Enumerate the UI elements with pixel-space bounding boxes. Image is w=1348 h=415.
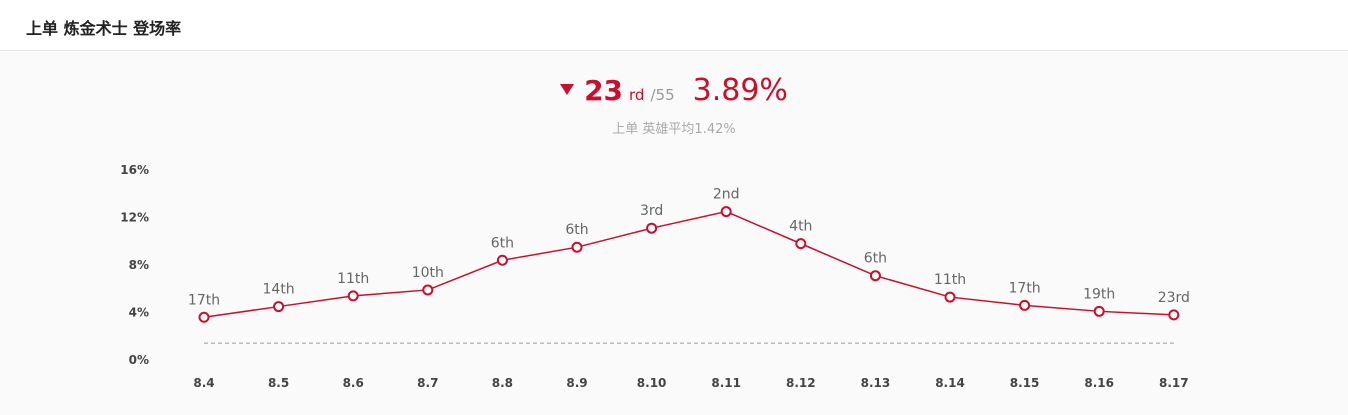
- page-title: 上单 炼金术士 登场率: [26, 19, 182, 38]
- x-tick-label: 8.15: [1010, 376, 1040, 390]
- data-point: [1093, 305, 1105, 317]
- rank-label: 4th: [789, 219, 812, 235]
- data-point: [869, 270, 881, 282]
- x-tick-label: 8.5: [268, 376, 289, 390]
- rank-label: 10th: [412, 265, 444, 281]
- data-point: [422, 284, 434, 296]
- rank-label: 23rd: [1158, 290, 1190, 306]
- page-header: 上单 炼金术士 登场率: [0, 0, 1348, 51]
- data-point: [347, 290, 359, 302]
- rank-label: 2nd: [713, 187, 740, 203]
- data-point: [1168, 309, 1180, 321]
- x-tick-label: 8.12: [786, 376, 816, 390]
- x-tick-label: 8.7: [417, 376, 438, 390]
- rank-label: 14th: [263, 282, 295, 298]
- y-tick-label: 4%: [129, 306, 149, 320]
- x-tick-label: 8.9: [566, 376, 587, 390]
- y-tick-label: 8%: [129, 258, 149, 272]
- x-tick-label: 8.4: [193, 376, 214, 390]
- chart-panel: [0, 52, 1348, 415]
- y-tick-label: 16%: [120, 163, 149, 177]
- data-point: [795, 238, 807, 250]
- x-tick-label: 8.16: [1084, 376, 1114, 390]
- data-point: [198, 311, 210, 323]
- x-tick-label: 8.6: [343, 376, 364, 390]
- x-tick-label: 8.17: [1159, 376, 1189, 390]
- data-point: [646, 222, 658, 234]
- x-tick-label: 8.14: [935, 376, 965, 390]
- data-point: [1019, 299, 1031, 311]
- rank-label: 11th: [934, 272, 966, 288]
- series-line: [203, 210, 1174, 318]
- rank-label: 17th: [188, 292, 220, 308]
- x-tick-label: 8.8: [492, 376, 513, 390]
- average-text: 上单 英雄平均1.42%: [612, 122, 736, 137]
- y-tick-label: 12%: [120, 211, 149, 225]
- pick-rate: 3.89%: [692, 73, 788, 108]
- x-tick-label: 8.13: [861, 376, 891, 390]
- down-triangle-icon: [560, 84, 575, 95]
- rank-total: /55: [650, 86, 675, 104]
- rank-label: 17th: [1009, 280, 1041, 296]
- rank-label: 6th: [565, 222, 588, 238]
- rank-suffix: rd: [629, 86, 645, 104]
- rank-label: 6th: [491, 235, 514, 251]
- x-tick-label: 8.10: [637, 376, 667, 390]
- rank-label: 11th: [337, 271, 369, 287]
- rank-label: 19th: [1083, 286, 1115, 302]
- rank-summary: 23 rd /55 3.89%: [0, 73, 1348, 113]
- data-point: [571, 241, 583, 253]
- y-tick-label: 0%: [129, 353, 149, 367]
- data-point: [944, 291, 956, 303]
- rank-number: 23: [584, 74, 624, 107]
- data-point: [273, 301, 285, 313]
- x-tick-label: 8.11: [711, 376, 741, 390]
- rank-label: 6th: [864, 251, 887, 267]
- rank-label: 3rd: [640, 203, 663, 219]
- data-point: [496, 254, 508, 266]
- data-point: [720, 206, 732, 218]
